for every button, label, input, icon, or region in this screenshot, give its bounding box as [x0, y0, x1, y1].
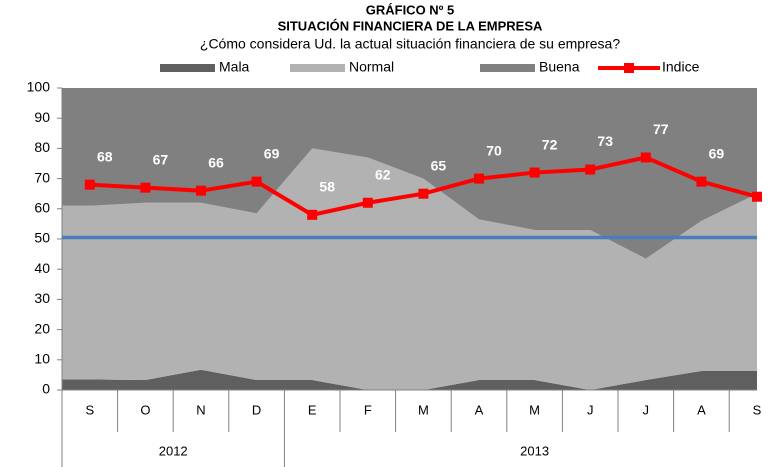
- x-tick-label: F: [364, 402, 372, 417]
- data-label: 64: [764, 160, 777, 176]
- chart-subtitle: SITUACIÓN FINANCIERA DE LA EMPRESA: [278, 18, 543, 33]
- data-label: 73: [597, 133, 613, 149]
- x-tick-label: J: [587, 402, 594, 417]
- index-marker: [752, 191, 762, 202]
- x-tick-label: S: [753, 402, 762, 417]
- x-tick-label: A: [697, 402, 706, 417]
- year-label: 2012: [159, 443, 188, 458]
- y-tick-label: 70: [34, 169, 50, 185]
- index-marker: [529, 167, 540, 178]
- index-marker: [140, 182, 151, 193]
- y-tick-label: 10: [34, 351, 50, 367]
- area-normal: [62, 148, 757, 390]
- x-tick-label: S: [85, 402, 94, 417]
- y-tick-label: 40: [34, 260, 50, 276]
- chart-question: ¿Cómo considera Ud. la actual situación …: [200, 36, 620, 52]
- y-tick-label: 90: [34, 109, 50, 125]
- y-tick-label: 80: [34, 139, 50, 155]
- legend-swatch: [290, 64, 345, 72]
- y-tick-label: 60: [34, 200, 50, 216]
- index-marker: [696, 176, 707, 187]
- y-tick-label: 30: [34, 290, 50, 306]
- data-label: 67: [153, 151, 169, 167]
- x-tick-label: M: [529, 402, 540, 417]
- data-label: 72: [542, 136, 558, 152]
- index-marker: [640, 152, 651, 163]
- data-label: 62: [375, 166, 391, 182]
- index-marker: [307, 209, 318, 220]
- data-label: 69: [709, 145, 725, 161]
- y-tick-label: 20: [34, 320, 50, 336]
- x-tick-label: D: [252, 402, 261, 417]
- legend-label: Indice: [662, 59, 700, 75]
- index-marker: [196, 185, 206, 196]
- data-label: 77: [653, 121, 669, 137]
- index-marker: [251, 176, 262, 187]
- legend-label: Buena: [539, 59, 580, 75]
- y-tick-label: 50: [34, 230, 50, 246]
- chart-title: GRÁFICO Nº 5: [366, 2, 455, 17]
- legend-marker: [624, 63, 634, 73]
- index-marker: [474, 173, 484, 184]
- data-label: 69: [264, 145, 280, 161]
- data-label: 70: [486, 142, 502, 158]
- data-label: 65: [431, 157, 447, 173]
- x-tick-label: E: [308, 402, 317, 417]
- legend-swatch: [480, 64, 535, 72]
- legend-label: Mala: [219, 59, 250, 75]
- x-tick-label: A: [475, 402, 484, 417]
- area-mala: [62, 369, 757, 390]
- x-tick-label: J: [643, 402, 650, 417]
- index-marker: [362, 197, 373, 208]
- year-label: 2013: [520, 443, 549, 458]
- data-label: 68: [97, 148, 113, 164]
- index-marker: [84, 179, 95, 190]
- x-tick-label: N: [196, 402, 205, 417]
- index-marker: [585, 164, 596, 175]
- legend-label: Normal: [349, 59, 394, 75]
- area-buena: [62, 88, 757, 259]
- y-tick-label: 0: [42, 381, 50, 397]
- data-label: 66: [208, 154, 224, 170]
- data-label: 58: [319, 179, 335, 195]
- x-tick-label: M: [418, 402, 429, 417]
- legend-swatch: [160, 64, 215, 72]
- y-tick-label: 100: [27, 79, 51, 95]
- x-tick-label: O: [140, 402, 150, 417]
- index-marker: [418, 188, 429, 199]
